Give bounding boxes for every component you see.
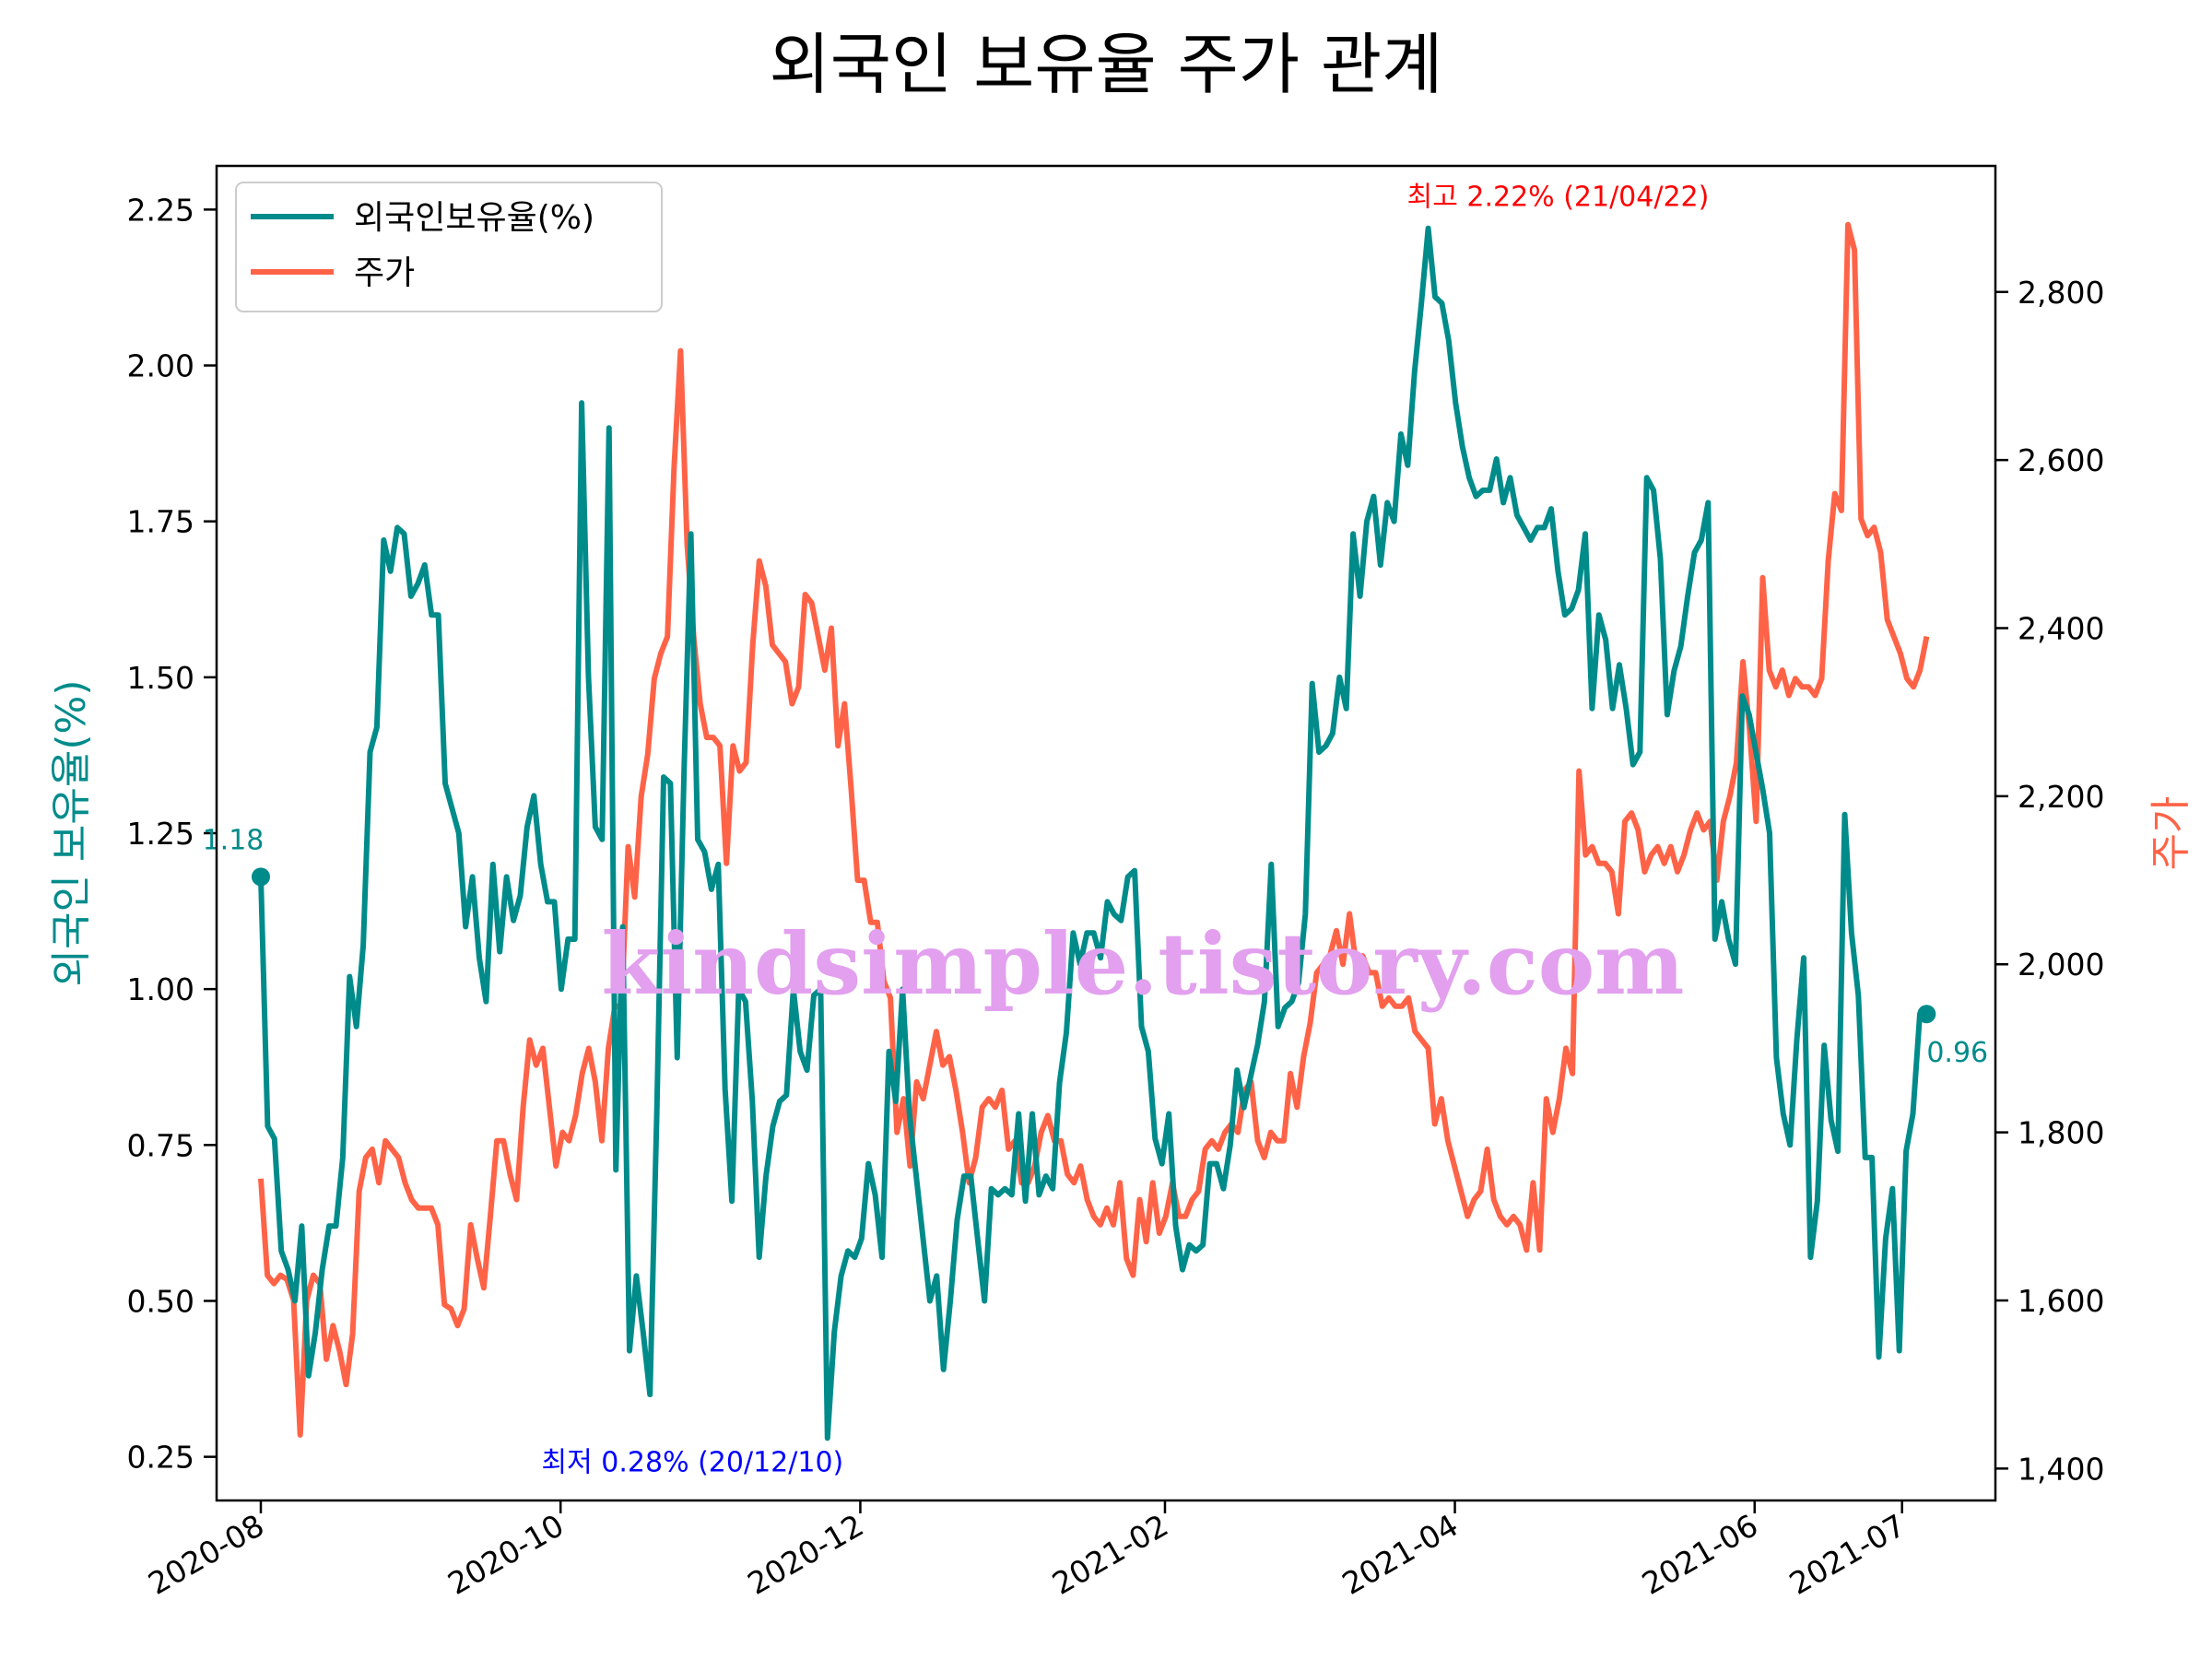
- foreign-ratio-series-line: [258, 225, 1927, 1441]
- left-y-axis-ticks: 0.25 0.50 0.75 1.00 1.25 1.50 1.75 2.00 2.25: [127, 192, 217, 1476]
- plot-lines: [251, 221, 1936, 1441]
- start-value-label: 1.18: [203, 824, 265, 856]
- left-y-tick-label: 2.25: [127, 192, 194, 228]
- left-y-tick-label: 1.75: [127, 504, 194, 540]
- right-y-tick-label: 1,800: [2018, 1115, 2104, 1151]
- price-series-line: [258, 221, 1930, 1438]
- right-y-tick-label: 1,400: [2018, 1451, 2104, 1487]
- left-y-tick-label: 2.00: [127, 348, 194, 384]
- chart-title: 외국인 보유율 주가 관계: [769, 26, 1442, 103]
- start-point-marker: [251, 867, 270, 887]
- right-y-axis-label: 주가: [2147, 796, 2194, 871]
- right-y-tick-label: 2,000: [2018, 947, 2104, 982]
- watermark-text: kindsimple.tistory.com: [601, 914, 1684, 1014]
- end-point-marker: [1917, 1005, 1936, 1024]
- left-y-tick-label: 0.75: [127, 1127, 194, 1163]
- right-y-tick-label: 2,200: [2018, 779, 2104, 815]
- max-value-label: 최고 2.22% (21/04/22): [1407, 182, 1710, 214]
- right-y-axis-ticks: 1,400 1,600 1,800 2,000 2,200 2,400 2,600 2,800: [1995, 275, 2104, 1487]
- left-y-tick-label: 1.00: [127, 971, 194, 1007]
- legend-label-foreign: 외국인보유율(%): [354, 199, 594, 237]
- legend-box: [235, 182, 663, 312]
- legend-label-price: 주가: [354, 254, 415, 292]
- left-y-axis-label: 외국인 보유율(%): [48, 679, 95, 986]
- left-y-tick-label: 0.50: [127, 1283, 194, 1319]
- left-y-tick-label: 1.25: [127, 816, 194, 852]
- end-value-label: 0.96: [1926, 1037, 1988, 1069]
- right-y-tick-label: 2,800: [2018, 275, 2104, 311]
- right-y-tick-label: 1,600: [2018, 1283, 2104, 1319]
- legend: 외국인보유율(%) 주가: [235, 182, 663, 312]
- right-y-tick-label: 2,600: [2018, 442, 2104, 478]
- left-y-tick-label: 1.50: [127, 660, 194, 696]
- left-y-tick-label: 0.25: [127, 1440, 194, 1476]
- right-y-tick-label: 2,400: [2018, 611, 2104, 647]
- plot-frame: [215, 164, 1997, 1502]
- min-value-label: 최저 0.28% (20/12/10): [542, 1446, 844, 1478]
